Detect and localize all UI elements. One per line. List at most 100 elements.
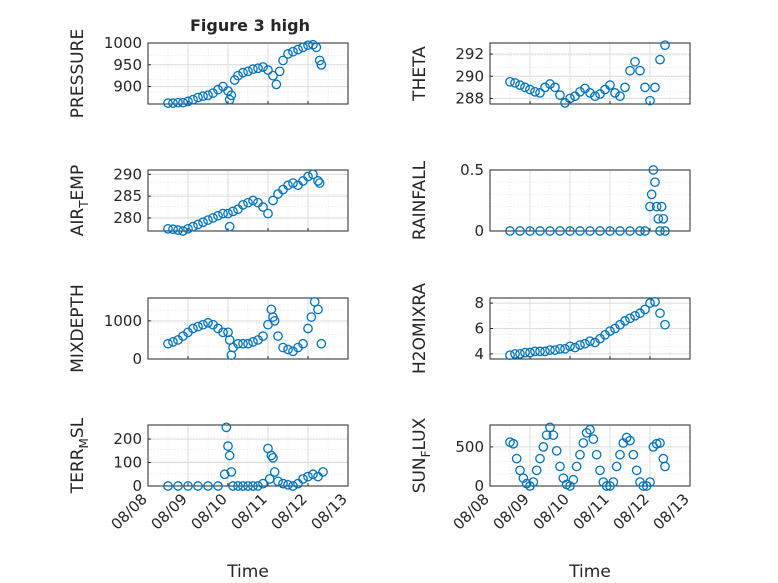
data-point	[625, 65, 635, 76]
data-point	[635, 65, 645, 76]
data-point	[650, 177, 660, 188]
x-tick-label: 08/10	[530, 490, 573, 533]
data-point	[631, 465, 642, 476]
data-point	[591, 449, 602, 460]
data-point	[243, 338, 253, 349]
data-point	[198, 319, 208, 330]
data-point	[535, 88, 545, 98]
data-point	[545, 422, 555, 433]
y-axis-label: H2OMIXRA	[410, 283, 430, 374]
data-point	[653, 213, 664, 224]
data-point	[655, 308, 665, 319]
data-point	[303, 171, 313, 182]
data-point	[198, 217, 208, 228]
data-point	[221, 422, 232, 433]
data-point	[178, 226, 188, 236]
data-point	[545, 79, 555, 89]
y-tick-label: 290	[113, 165, 142, 183]
data-point	[535, 453, 545, 464]
data-point	[269, 316, 280, 326]
data-point	[243, 197, 253, 208]
data-point	[248, 64, 258, 74]
data-point	[243, 66, 253, 77]
y-axis-label: PRESSURE	[68, 29, 88, 118]
data-point	[540, 82, 550, 93]
data-point	[258, 478, 268, 489]
y-tick-label: 0	[132, 477, 142, 495]
data-point	[248, 336, 258, 347]
data-point	[648, 165, 659, 175]
data-point	[585, 88, 595, 98]
data-point	[568, 474, 579, 485]
y-label-part: AIR	[68, 208, 88, 237]
data-point	[168, 336, 178, 347]
data-point	[646, 189, 657, 200]
data-point	[571, 461, 582, 472]
data-point	[541, 430, 552, 441]
data-point	[268, 452, 278, 463]
chart-air_temp: 280 285 290 AIRTEMP	[68, 165, 349, 237]
data-point	[550, 82, 560, 93]
data-point	[565, 226, 575, 236]
x-tick-label: 08/13	[308, 490, 351, 533]
data-point	[271, 79, 282, 90]
y-axis-label: SUNFLUX	[410, 417, 433, 493]
data-point	[565, 341, 575, 352]
data-point	[193, 321, 203, 332]
data-point	[525, 226, 535, 236]
data-point	[278, 55, 288, 66]
y-tick-label: 0	[474, 477, 484, 495]
y-label-subscript: T	[77, 200, 91, 209]
data-point	[655, 54, 665, 65]
data-point	[314, 178, 325, 188]
data-point	[570, 342, 580, 353]
data-point	[268, 70, 278, 81]
y-label-part: LUX	[410, 417, 430, 450]
y-tick-label: 1000	[104, 312, 142, 330]
data-point	[645, 298, 655, 308]
data-point	[283, 49, 293, 59]
chart-pressure: 900 950 1000 PRESSURE	[68, 29, 349, 118]
data-point	[298, 338, 308, 349]
data-point	[183, 223, 193, 234]
y-axis-label: TERRMSL	[68, 417, 91, 494]
data-point	[656, 201, 667, 212]
data-point	[620, 82, 630, 93]
y-axis-label: THETA	[410, 46, 430, 102]
data-point	[288, 481, 298, 491]
y-tick-label: 1000	[104, 34, 142, 52]
data-point	[258, 202, 268, 212]
data-point	[538, 442, 549, 452]
data-point	[308, 469, 318, 480]
data-point	[508, 438, 519, 449]
data-point	[530, 86, 540, 97]
y-tick-label: 0.5	[460, 161, 484, 179]
data-point	[233, 70, 243, 81]
data-point	[298, 474, 308, 484]
data-point	[208, 213, 218, 223]
x-tick-label: 08/08	[450, 490, 493, 533]
data-point	[615, 449, 625, 460]
data-point	[540, 346, 550, 357]
data-point	[293, 44, 303, 55]
data-point	[551, 445, 562, 456]
data-point	[233, 338, 243, 349]
data-point	[628, 449, 639, 460]
data-point	[283, 479, 293, 490]
data-point	[303, 323, 313, 334]
data-point	[555, 90, 565, 100]
data-point	[575, 86, 585, 97]
axes-frame	[147, 297, 349, 360]
x-axis-label: Time	[226, 562, 269, 582]
data-point	[525, 347, 535, 358]
data-point	[188, 323, 198, 334]
data-point	[660, 461, 670, 472]
data-point	[530, 346, 540, 357]
data-point	[655, 438, 665, 448]
data-point	[590, 91, 600, 102]
y-tick-label: 288	[455, 89, 484, 107]
data-point	[585, 424, 595, 435]
data-point	[163, 98, 173, 108]
y-tick-label: 200	[113, 430, 142, 448]
data-point	[306, 312, 317, 322]
